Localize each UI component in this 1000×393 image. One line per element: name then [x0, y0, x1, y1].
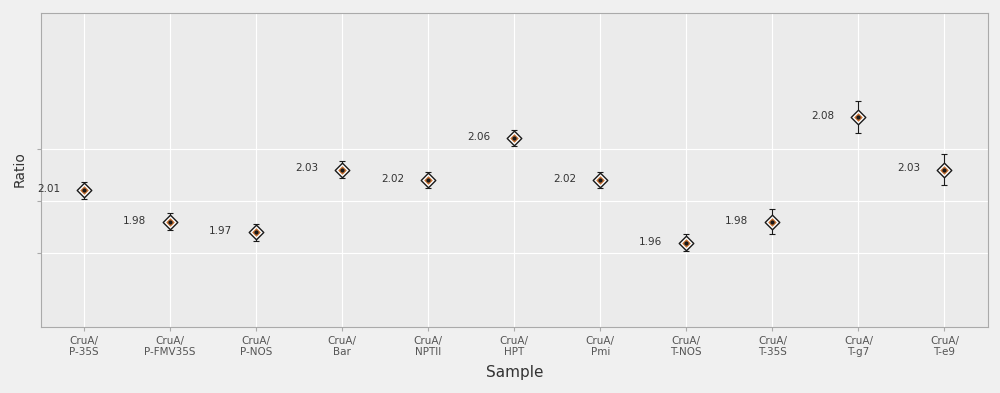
Point [592, 177, 608, 183]
Point [936, 166, 952, 173]
Point [248, 229, 264, 235]
Point [678, 240, 694, 246]
Point [506, 135, 522, 141]
Point [420, 177, 436, 183]
Text: 1.98: 1.98 [123, 216, 146, 226]
Point [592, 177, 608, 183]
Text: 1.97: 1.97 [209, 226, 232, 236]
Text: 1.96: 1.96 [639, 237, 662, 247]
X-axis label: Sample: Sample [486, 365, 543, 380]
Text: 2.06: 2.06 [467, 132, 490, 142]
Point [764, 219, 780, 225]
Point [420, 177, 436, 183]
Point [162, 219, 178, 225]
Text: 1.98: 1.98 [725, 216, 748, 226]
Point [76, 187, 92, 194]
Point [334, 166, 350, 173]
Point [420, 177, 436, 183]
Point [850, 114, 866, 120]
Point [850, 114, 866, 120]
Point [678, 240, 694, 246]
Text: 2.03: 2.03 [295, 163, 318, 173]
Y-axis label: Ratio: Ratio [12, 152, 26, 187]
Point [936, 166, 952, 173]
Point [334, 166, 350, 173]
Text: 2.08: 2.08 [811, 111, 834, 121]
Point [506, 135, 522, 141]
Point [248, 229, 264, 235]
Point [76, 187, 92, 194]
Point [678, 240, 694, 246]
Point [592, 177, 608, 183]
Text: 2.02: 2.02 [381, 174, 404, 184]
Text: 2.01: 2.01 [37, 184, 60, 195]
Point [162, 219, 178, 225]
Point [936, 166, 952, 173]
Point [764, 219, 780, 225]
Point [334, 166, 350, 173]
Point [248, 229, 264, 235]
Point [850, 114, 866, 120]
Point [76, 187, 92, 194]
Point [506, 135, 522, 141]
Text: 2.02: 2.02 [553, 174, 576, 184]
Point [764, 219, 780, 225]
Point [162, 219, 178, 225]
Text: 2.03: 2.03 [897, 163, 920, 173]
